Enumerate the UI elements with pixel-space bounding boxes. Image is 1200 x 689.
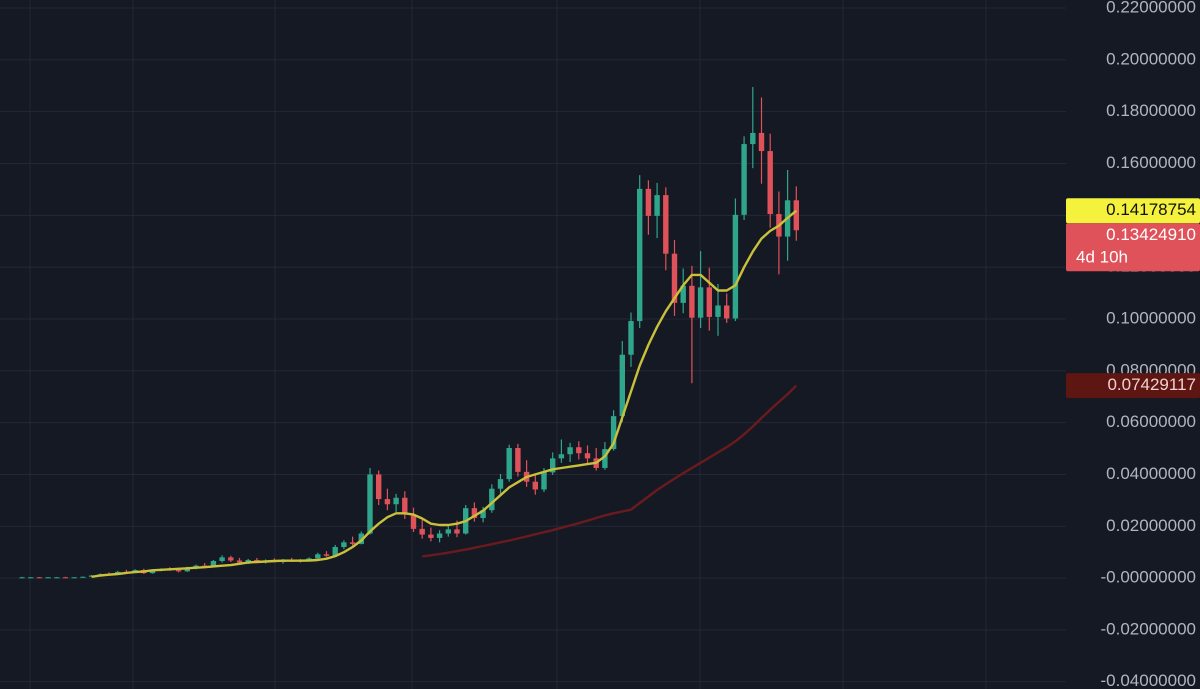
candle-body [175,570,182,572]
candle-body [697,287,704,318]
candle-body [45,577,51,579]
candle-body [628,321,634,355]
candle-body [349,542,356,544]
candle-body [471,508,478,518]
candle-body [28,577,34,579]
y-tick-label: 0.16000000 [1106,153,1196,172]
candle-body [36,577,43,579]
candle-body [506,448,512,480]
candle-body [767,151,773,215]
candle-body [367,474,373,534]
candle-body [558,454,565,459]
price-label-box [1066,373,1200,399]
candle-body [567,447,573,455]
candle-body [384,499,391,505]
candle-body [550,458,556,473]
candle-body [445,529,451,534]
candle-body [436,533,443,538]
y-tick-label: 0.06000000 [1106,412,1196,431]
candle-body [219,557,225,561]
candle-body [671,253,678,303]
y-tick-label: -0.02000000 [1101,619,1196,638]
candle-body [402,497,408,515]
candle-body [541,472,547,490]
candle-body [323,554,330,556]
candle-body [515,448,521,472]
candle-body [54,577,60,579]
candle-body [654,195,660,216]
candle-body [184,567,190,572]
price-label-box [1066,223,1200,272]
candle-body [315,554,321,559]
candle-body [689,285,695,318]
candle-body [228,557,234,561]
candle-body [410,514,417,529]
moving-average-line [91,209,798,578]
candle-body [576,447,582,454]
y-tick-label: 0.02000000 [1106,516,1196,535]
candle-body [19,577,25,579]
price-label-box [1066,198,1200,224]
candle-body [489,488,495,511]
candle-body [245,559,251,563]
candle-body [149,570,156,574]
candle-body [393,497,399,505]
candle-body [715,305,721,317]
candle-body [419,528,425,535]
candle-body [341,542,347,548]
candle-body [358,533,364,544]
moving-averages [91,209,798,578]
candles [19,87,799,579]
y-tick-label: 0.18000000 [1106,101,1196,120]
candle-body [724,305,730,319]
candle-body [750,132,756,145]
y-tick-label: 0.04000000 [1106,464,1196,483]
candle-body [741,144,747,215]
candle-body [497,479,504,489]
moving-average-line [422,384,798,558]
candle-body [619,354,625,417]
candle-body [793,200,799,231]
price-label: 0.13424910 [1106,225,1196,244]
candle-body [663,195,669,254]
candle-body [454,529,460,534]
candle-body [732,214,739,319]
countdown-label: 4d 10h [1076,248,1128,267]
y-tick-label: -0.04000000 [1101,671,1196,689]
candle-body [584,453,591,459]
candle-body [71,577,77,579]
candle-body [254,559,260,562]
candle-body [680,285,686,303]
candle-body [645,188,652,216]
candle-body [602,449,608,468]
y-tick-label: 0.20000000 [1106,49,1196,68]
candle-body [428,534,434,538]
time-grid [29,0,987,689]
candle-body [758,132,765,152]
candle-body [706,287,712,317]
candle-body [480,510,486,518]
candle-body [236,560,243,563]
y-tick-label: 0.22000000 [1106,0,1196,17]
candle-body [532,481,538,490]
candle-body [637,188,643,322]
candle-body [210,560,217,567]
price-labels: 0.14178754 0.13424910 4d 10h 0.07429117 [1066,198,1200,399]
price-label: 0.07429117 [1107,375,1196,394]
price-label: 0.14178754 [1106,200,1196,219]
candle-body [332,547,338,556]
candle-body [376,474,382,500]
candle-body [306,558,312,560]
y-tick-label: -0.00000000 [1101,568,1196,587]
candle-body [80,576,86,578]
y-tick-label: 0.10000000 [1106,308,1196,327]
candle-body [62,577,69,579]
candle-body [610,416,617,450]
